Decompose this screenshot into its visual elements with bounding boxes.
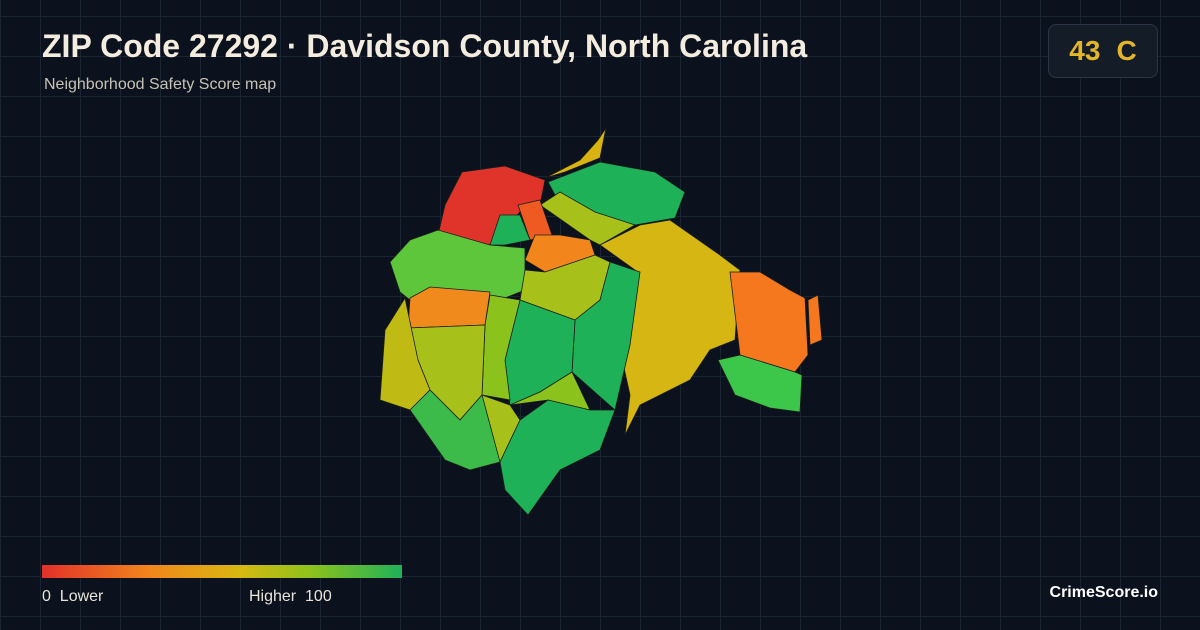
legend-min-value: 0 xyxy=(42,588,51,605)
region xyxy=(407,286,491,329)
region xyxy=(509,371,591,411)
region xyxy=(807,294,823,346)
brand: CrimeScore.io xyxy=(1049,584,1158,601)
legend-max-value: 100 xyxy=(305,588,332,605)
region xyxy=(717,354,803,413)
grade: C xyxy=(1116,35,1137,66)
region xyxy=(489,214,531,246)
region xyxy=(499,399,616,516)
region xyxy=(409,389,501,471)
legend-max: Higher 100 xyxy=(249,588,332,606)
region xyxy=(544,127,607,179)
legend-min-label: Lower xyxy=(59,588,104,605)
region xyxy=(571,261,641,411)
subtitle: Neighborhood Safety Score map xyxy=(44,76,277,93)
legend-bar xyxy=(42,565,402,578)
score-badge: 43 C xyxy=(1048,24,1158,78)
title: ZIP Code 27292 · Davidson County, North … xyxy=(42,28,808,64)
legend-min: 0 Lower xyxy=(42,588,103,606)
legend-max-label: Higher xyxy=(249,588,297,605)
score: 43 xyxy=(1069,35,1101,66)
